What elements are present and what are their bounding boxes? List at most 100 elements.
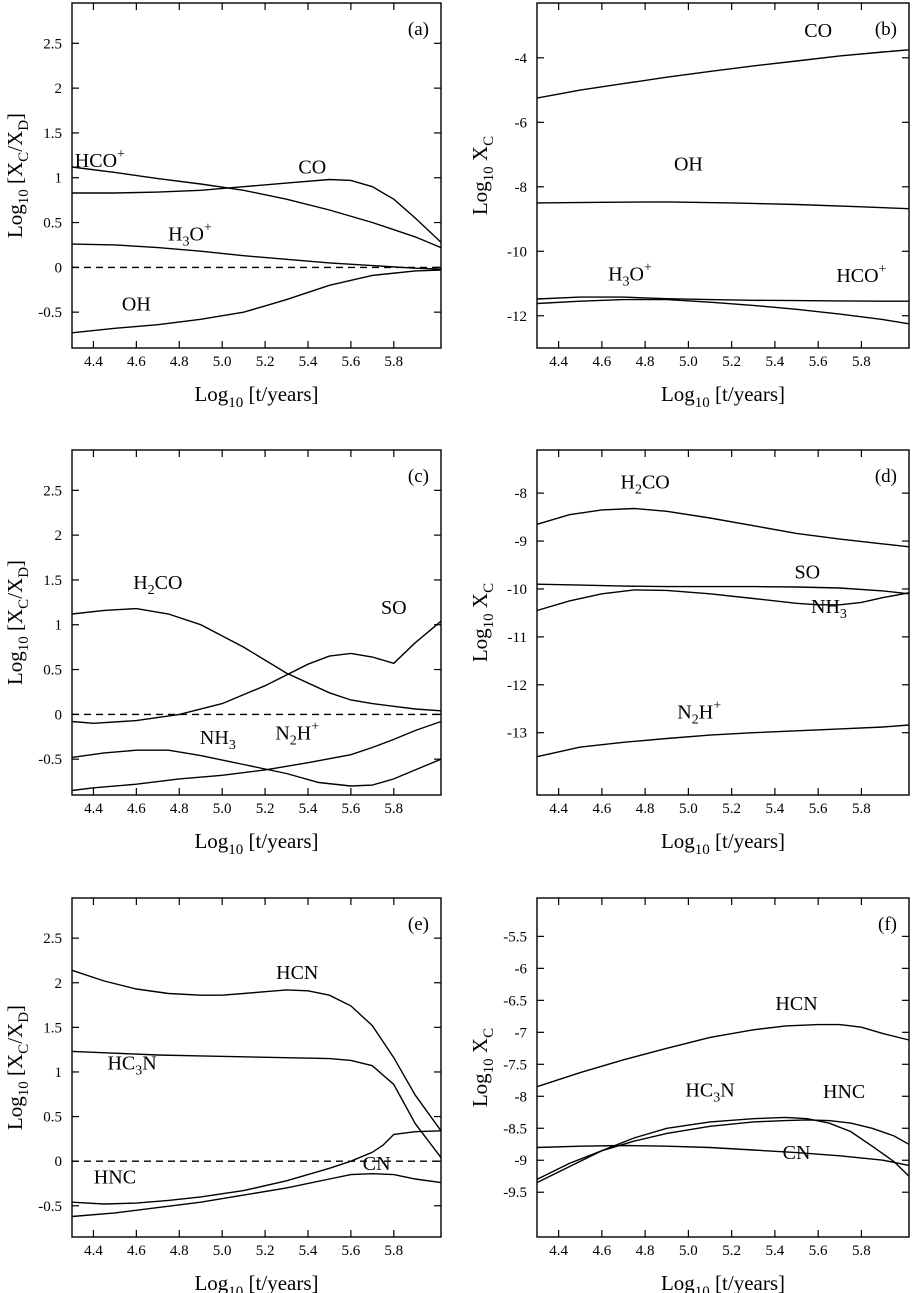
x-tick-label: 4.4 — [84, 801, 103, 817]
series-line-cn — [536, 1144, 910, 1167]
x-tick-label: 4.8 — [636, 354, 655, 370]
series-line-so — [71, 620, 442, 725]
y-tick-label: 2.5 — [43, 931, 62, 947]
y-tick-label: 0 — [55, 260, 63, 276]
panel-label: (d) — [875, 466, 897, 487]
y-tick-label: -7.5 — [503, 1057, 527, 1073]
panel-f: 4.4 4.6 4.8 5.0 5.2 5.4 5.6 5.8 -5.5 -6 -6.5 -7 -7.5… — [468, 897, 910, 1293]
x-tick-label: 4.8 — [170, 1243, 189, 1259]
series-line-nh3 — [71, 749, 442, 787]
series-label-hnc: HNC — [94, 1166, 136, 1188]
x-tick-label: 5.4 — [766, 1243, 785, 1259]
y-tick-label: -10 — [507, 582, 527, 598]
panel-label: (e) — [408, 914, 429, 935]
x-tick-label: 5.4 — [766, 801, 785, 817]
y-tick-label: -0.5 — [38, 752, 62, 768]
series-label-co: CO — [298, 156, 326, 178]
y-tick-label: -9 — [515, 1153, 528, 1169]
x-tick-label: 5.0 — [213, 801, 232, 817]
series-line-hcn — [71, 969, 442, 1132]
series-line-h3o-plus — [71, 243, 442, 270]
series-line-co — [72, 178, 442, 243]
x-tick-label: 5.6 — [809, 1243, 828, 1259]
series-line-hc3n — [71, 1050, 442, 1159]
series-line-nh3 — [536, 589, 910, 612]
series-line-h2co — [536, 507, 910, 548]
x-tick-label: 5.8 — [852, 1243, 871, 1259]
x-tick-label: 4.4 — [84, 354, 103, 370]
y-tick-label: -10 — [507, 244, 527, 260]
series-label-hnc: HNC — [823, 1081, 865, 1103]
x-axis-label: Log10 [t/years] — [661, 1271, 785, 1293]
y-tick-label: -8 — [515, 486, 528, 502]
y-tick-label: -4 — [515, 51, 528, 67]
x-tick-label: 5.2 — [722, 1243, 741, 1259]
y-tick-label: 0 — [55, 1154, 63, 1170]
x-tick-label: 4.4 — [84, 1243, 103, 1259]
plot-frame — [536, 449, 910, 796]
x-tick-label: 5.2 — [256, 801, 275, 817]
series-label-co: CO — [804, 20, 832, 42]
x-tick-label: 5.6 — [809, 354, 828, 370]
plot-frame — [71, 449, 442, 796]
series-line-h3o-plus — [536, 298, 910, 325]
x-tick-label: 4.8 — [636, 1243, 655, 1259]
x-tick-label: 5.2 — [256, 1243, 275, 1259]
y-tick-label: 1 — [55, 1065, 63, 1081]
x-axis-label: Log10 [t/years] — [661, 829, 785, 858]
x-tick-label: 5.8 — [384, 354, 403, 370]
x-tick-label: 4.4 — [549, 1243, 568, 1259]
series-line-hco-plus — [536, 296, 909, 302]
series-line-hco-plus — [71, 166, 442, 249]
x-tick-label: 5.8 — [852, 801, 871, 817]
series-label-hcn: HCN — [276, 962, 318, 984]
panel-b: 4.4 4.6 4.8 5.0 5.2 5.4 5.6 5.8 -4 -6 -8 -10 -12 Log1… — [468, 2, 910, 411]
series-line-hnc — [536, 1119, 910, 1181]
plot-frame — [71, 2, 442, 349]
x-tick-label: 5.2 — [256, 354, 275, 370]
y-tick-label: -0.5 — [38, 305, 62, 321]
series-label-hco-plus: HCO+ — [836, 262, 886, 287]
series-line-oh — [536, 201, 910, 210]
series-label-cn: CN — [783, 1142, 811, 1164]
series-label-hc3n: HC3N — [685, 1079, 734, 1105]
series-label-h2co: H2CO — [133, 572, 182, 598]
panel-d: 4.4 4.6 4.8 5.0 5.2 5.4 5.6 5.8 -8 -9 -10 -11 -12 -13… — [468, 449, 910, 858]
y-axis-label: Log10 XC — [468, 583, 497, 662]
x-tick-label: 4.6 — [127, 1243, 146, 1259]
x-tick-label: 4.4 — [549, 354, 568, 370]
x-tick-label: 5.0 — [679, 354, 698, 370]
series-label-so: SO — [381, 597, 407, 619]
x-tick-label: 4.8 — [170, 354, 189, 370]
x-tick-label: 5.6 — [342, 1243, 361, 1259]
series-label-hcn: HCN — [775, 993, 817, 1015]
y-tick-label: 0.5 — [43, 663, 62, 679]
x-tick-label: 5.0 — [679, 801, 698, 817]
y-tick-label: -12 — [507, 309, 527, 325]
y-tick-label: 1 — [55, 171, 63, 187]
series-line-hc3n — [536, 1116, 910, 1184]
series-label-hc3n: HC3N — [107, 1052, 156, 1078]
series-label-h2co: H2CO — [621, 471, 670, 497]
x-axis-label: Log10 [t/years] — [194, 829, 318, 858]
x-tick-label: 5.2 — [722, 801, 741, 817]
y-tick-label: 2.5 — [43, 36, 62, 52]
y-tick-label: -9 — [515, 534, 528, 550]
y-tick-label: -12 — [507, 678, 527, 694]
x-tick-label: 5.0 — [213, 1243, 232, 1259]
y-tick-label: 2 — [55, 528, 63, 544]
series-line-oh — [71, 269, 442, 334]
x-tick-label: 5.8 — [852, 354, 871, 370]
series-label-oh: OH — [122, 293, 151, 315]
series-line-n2h-plus — [536, 724, 910, 758]
panel-label: (b) — [875, 19, 897, 40]
y-tick-label: 0 — [55, 707, 63, 723]
series-line-hcn — [536, 1023, 910, 1088]
series-label-h3o-plus: H3O+ — [608, 260, 652, 289]
y-tick-label: 1 — [55, 618, 63, 634]
y-tick-label: 0.5 — [43, 1110, 62, 1126]
panel-label: (f) — [878, 914, 897, 935]
x-tick-label: 5.8 — [384, 801, 403, 817]
y-tick-label: -6 — [515, 961, 528, 977]
